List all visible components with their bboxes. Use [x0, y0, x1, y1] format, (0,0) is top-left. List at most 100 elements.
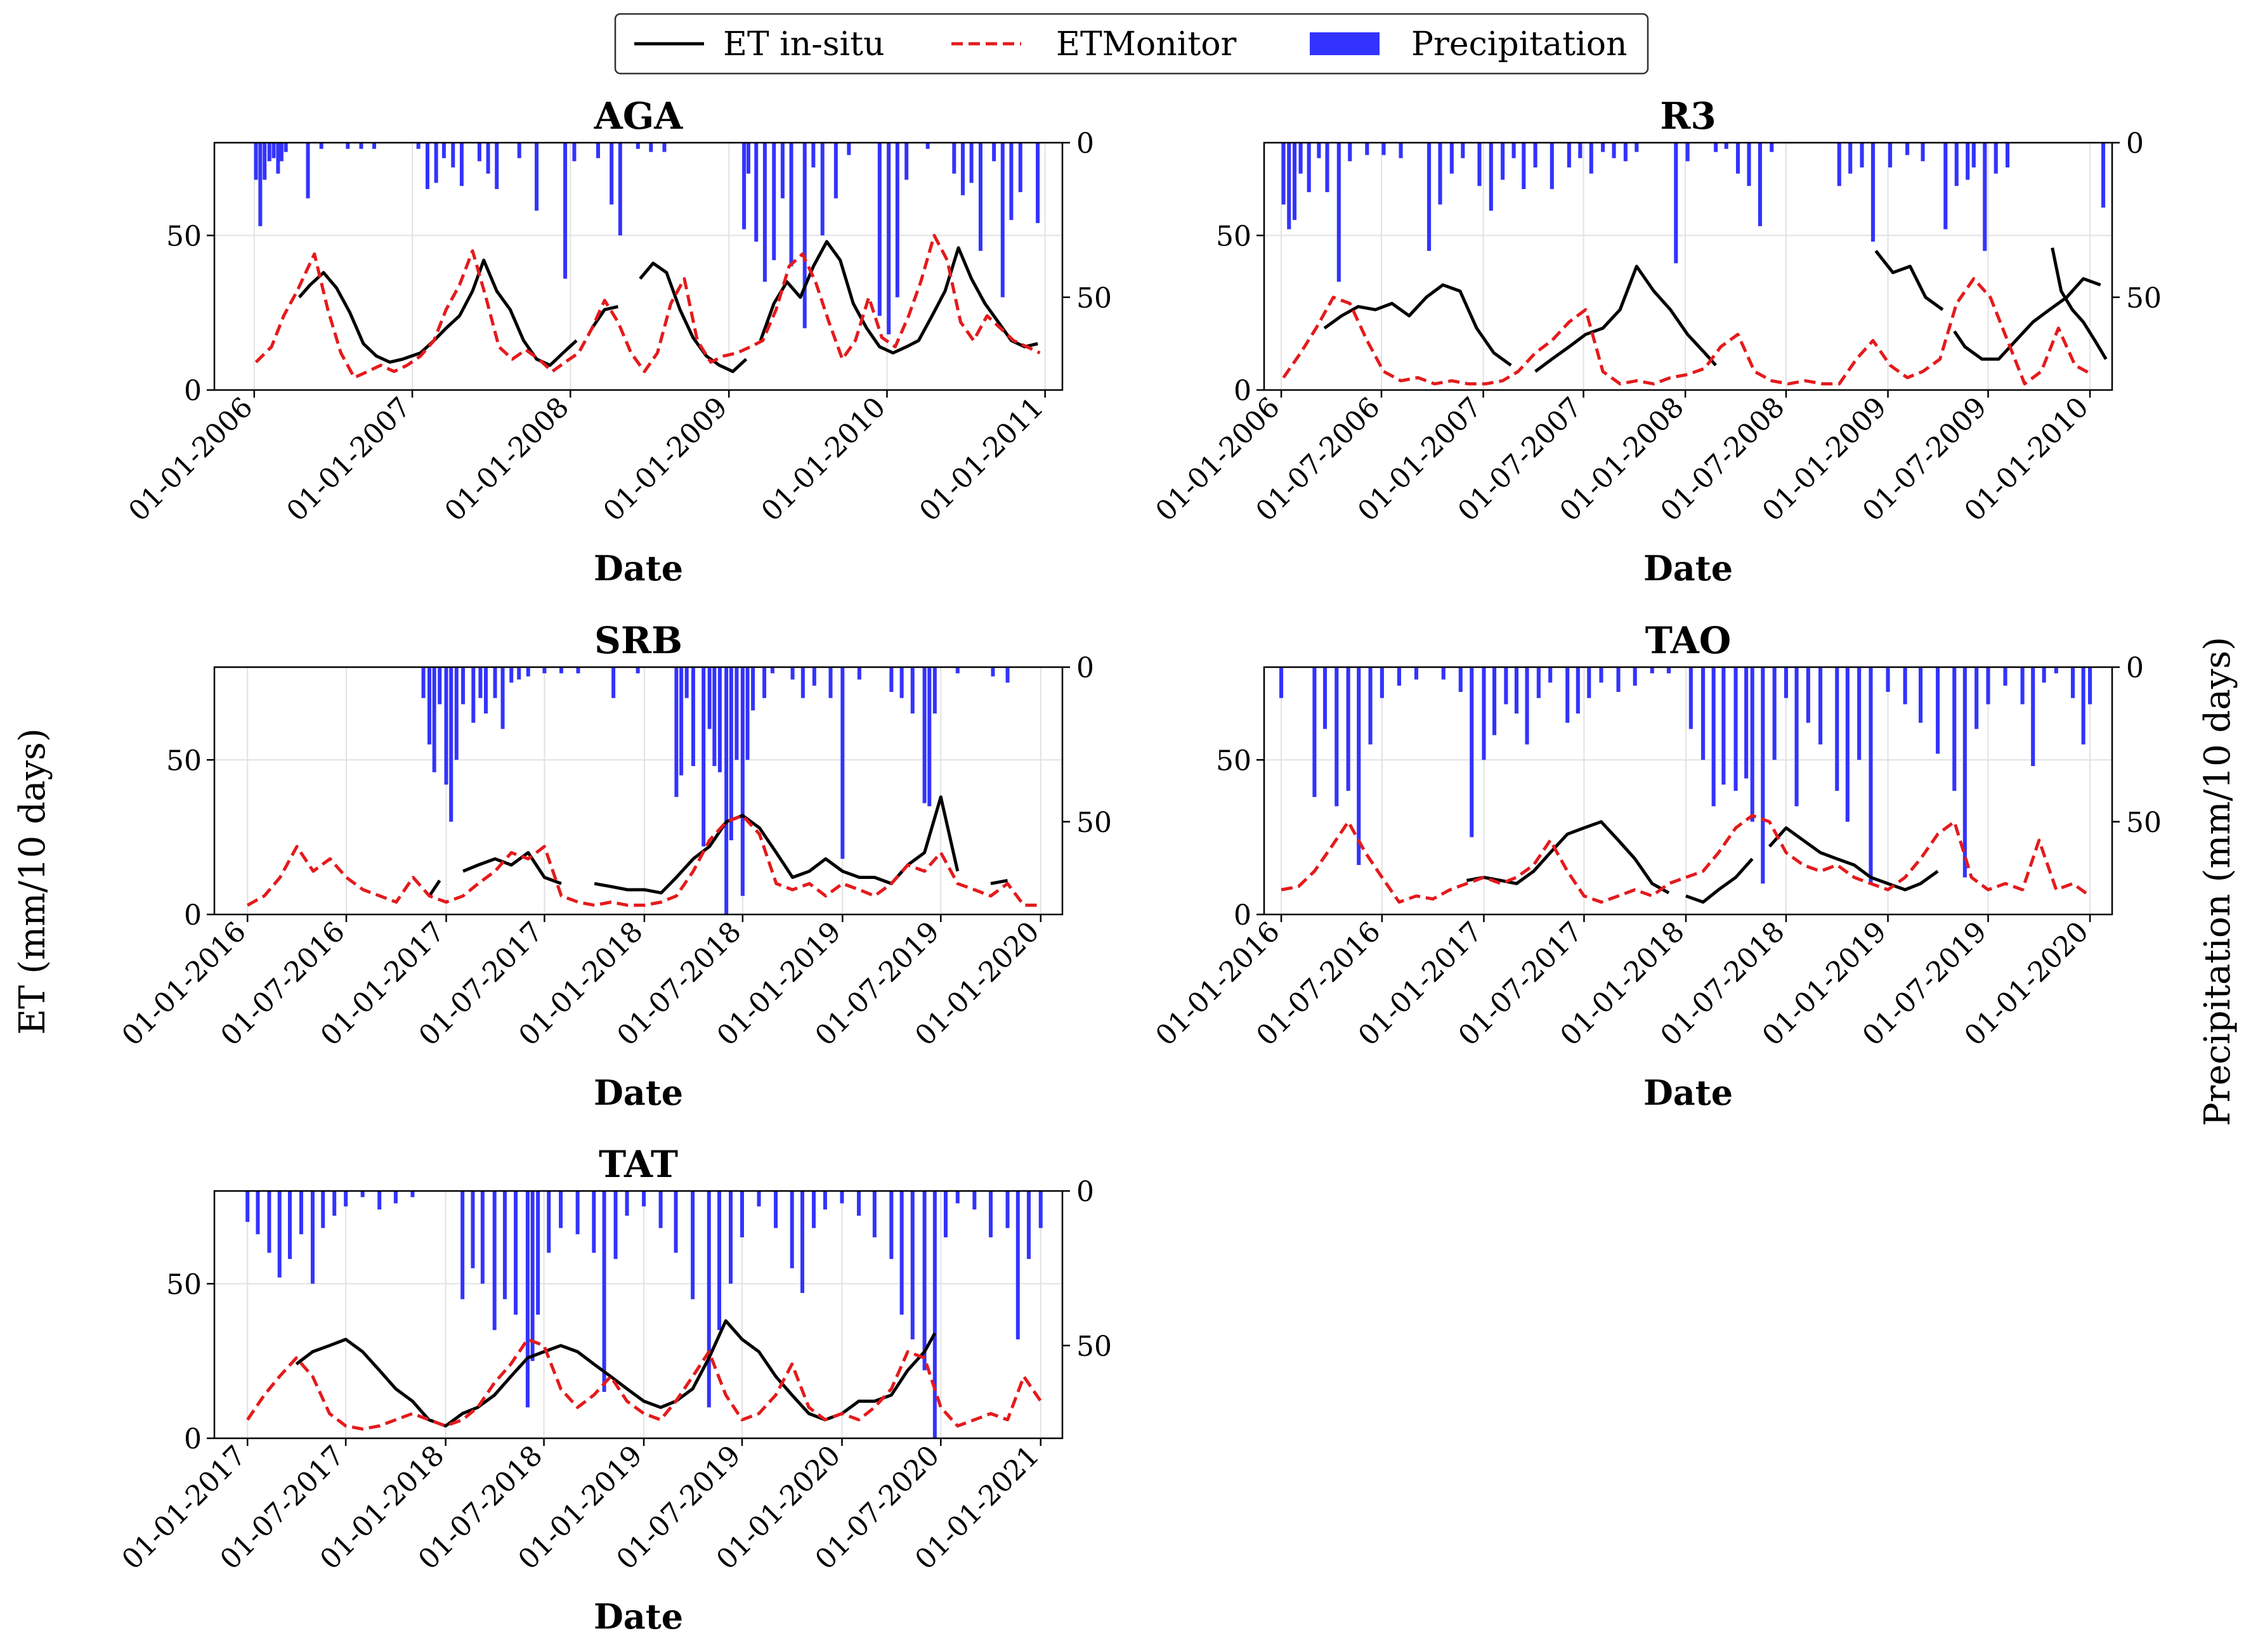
precip-bar [1860, 143, 1864, 167]
precip-bar [2101, 143, 2106, 208]
precip-bar [1857, 667, 1862, 760]
precip-bar [1576, 667, 1580, 714]
precip-bar [712, 667, 717, 766]
precip-bar [757, 1191, 761, 1207]
precip-bar [525, 1191, 530, 1408]
precip-bar [899, 667, 904, 698]
precip-bar [256, 1191, 260, 1235]
precip-bar [889, 667, 894, 692]
precip-bar [346, 143, 350, 149]
precip-bar [611, 667, 616, 698]
precip-bar [969, 143, 974, 183]
precip-bar [486, 143, 490, 174]
precip-bar [899, 1191, 904, 1315]
precip-bar [751, 667, 755, 711]
series-line-et-in-situ [427, 795, 1008, 897]
series-line-etmonitor [1281, 814, 2091, 904]
precip-bar [780, 143, 785, 198]
chart-panel-tao: TAO05005001-01-201601-07-201601-01-20170… [1149, 619, 2162, 1113]
precip-bar [800, 1191, 804, 1293]
precip-bar [1427, 143, 1432, 251]
precip-bar [1952, 667, 1957, 791]
precip-bar [245, 1191, 250, 1222]
precip-bar [530, 1191, 535, 1362]
precip-bar [1711, 667, 1716, 807]
precip-bar [575, 1191, 580, 1235]
precip-bar [932, 667, 937, 714]
precip-bar [536, 1191, 540, 1315]
precip-bar [811, 1191, 816, 1228]
precip-bar [812, 667, 816, 686]
precip-bar [444, 667, 448, 785]
precip-bar [1601, 143, 1605, 152]
precip-bar [1279, 667, 1284, 698]
x-tick-label: 01-01-2009 [597, 391, 734, 528]
precip-bar [2042, 667, 2046, 683]
precip-bar [1514, 667, 1519, 714]
precip-bar [514, 1191, 518, 1315]
precip-bar [754, 143, 759, 242]
precip-bar [833, 143, 838, 198]
plot-frame [1263, 666, 2113, 916]
precip-bar [618, 143, 622, 236]
x-tick-label: 01-01-2006 [122, 391, 259, 528]
precip-bar [1578, 143, 1583, 159]
precip-bar [1758, 143, 1763, 226]
precip-bar [724, 667, 729, 914]
precip-bar [1848, 143, 1853, 174]
precip-bar [1026, 1191, 1031, 1259]
series-line-etmonitor [246, 1337, 1042, 1431]
y-tick-label: 50 [1216, 745, 1251, 777]
precip-bar [1735, 143, 1740, 174]
precip-bar [1511, 143, 1516, 159]
y2-tick-label: 50 [1076, 807, 1112, 839]
precip-bar [717, 1191, 722, 1330]
precip-bar [441, 143, 446, 159]
precip-bar [321, 1191, 325, 1228]
precip-bar [393, 1191, 398, 1204]
precip-bar [471, 667, 476, 723]
precip-bar [684, 667, 689, 698]
precip-bar [772, 143, 776, 261]
precip-bar [1458, 667, 1463, 692]
plot-frame [1263, 141, 2113, 391]
precip-bar [287, 1191, 292, 1259]
precip-bar [299, 1191, 303, 1235]
precip-bar [1784, 667, 1789, 698]
precip-bar [989, 1191, 993, 1238]
y2-tick-label: 50 [2126, 282, 2162, 315]
series-line-et-in-situ [1323, 247, 2108, 373]
panel-title: TAO [1645, 619, 1732, 662]
precip-bar [563, 143, 568, 279]
precip-bar [1886, 667, 1890, 692]
precip-bar [1438, 143, 1442, 205]
precip-bar [459, 143, 464, 186]
precip-bar [2081, 667, 2085, 745]
precip-bar [691, 1191, 695, 1299]
y-tick-label: 50 [166, 1268, 202, 1301]
precip-bar [955, 1191, 960, 1204]
precip-bar [267, 1191, 271, 1253]
precip-bar [625, 1191, 629, 1216]
y2-tick-label: 50 [1076, 1330, 1112, 1363]
precip-bar [480, 1191, 485, 1284]
precip-bar [438, 667, 442, 705]
precip-bar [828, 667, 833, 698]
legend-label: Precipitation [1411, 25, 1628, 63]
precip-bar [1835, 667, 1839, 791]
precip-bar [762, 143, 767, 282]
panel-title: SRB [594, 619, 682, 662]
precip-bar [284, 143, 288, 152]
precip-bar [502, 1191, 507, 1299]
legend-label: ET in-situ [723, 25, 885, 63]
precip-bar [1489, 143, 1493, 211]
precip-bar [461, 667, 466, 705]
precip-bar [790, 667, 795, 680]
panel-title: AGA [594, 94, 684, 138]
precip-bar [1018, 143, 1022, 192]
precip-bar [1322, 667, 1328, 729]
y-tick-label: 0 [184, 1423, 202, 1455]
precip-bar [1477, 143, 1482, 186]
x-tick-label: 01-01-2011 [913, 391, 1050, 528]
precip-bar [895, 143, 899, 297]
